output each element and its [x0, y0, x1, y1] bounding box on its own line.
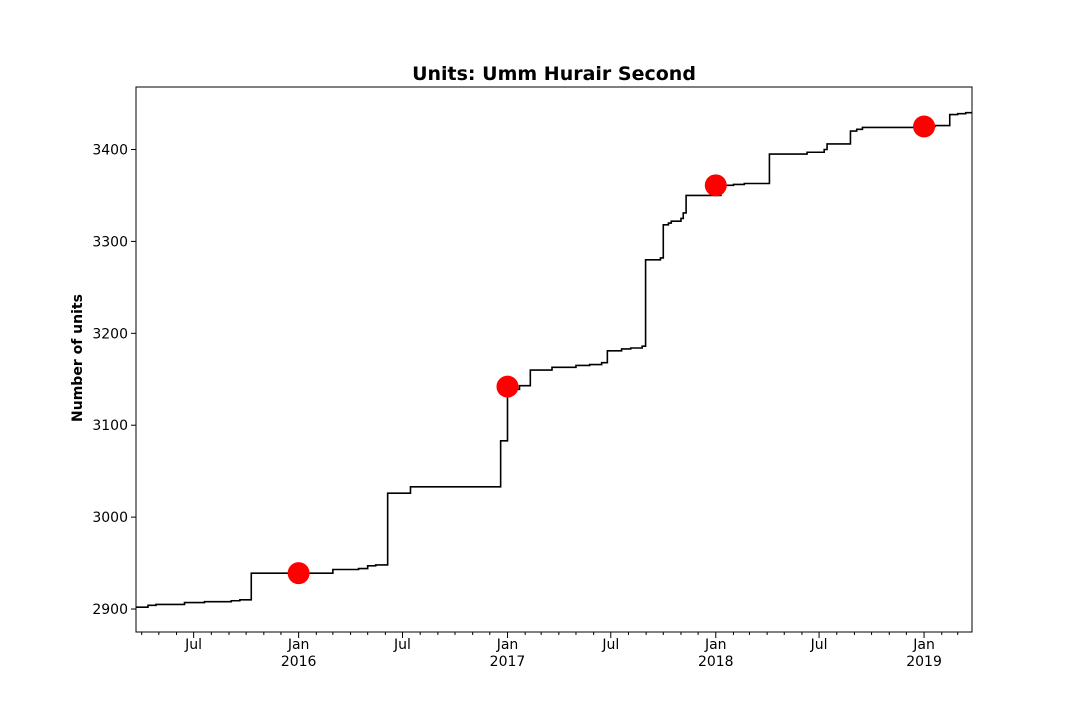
series-line-units — [136, 111, 972, 608]
x-tick-label: Jan — [287, 637, 310, 653]
y-tick-label: 3200 — [92, 326, 128, 342]
x-tick-label: Jul — [810, 637, 828, 653]
x-tick-label: Jan — [704, 637, 727, 653]
axes-frame — [135, 86, 973, 633]
data-point-marker-2 — [704, 174, 727, 197]
plot-area — [136, 111, 972, 608]
x-tick-year-label: 2017 — [490, 654, 526, 670]
x-tick-label: Jan — [912, 637, 935, 653]
y-tick-label: 3300 — [92, 234, 128, 250]
x-tick-year-label: 2019 — [906, 654, 942, 670]
x-tick-year-label: 2018 — [698, 654, 734, 670]
x-tick-year-label: 2016 — [281, 654, 317, 670]
x-tick-label: Jul — [601, 637, 619, 653]
x-tick-label: Jul — [393, 637, 411, 653]
x-tick-label: Jan — [496, 637, 519, 653]
y-axis-label: Number of units — [70, 294, 86, 422]
data-point-marker-1 — [496, 375, 519, 398]
y-tick-label: 2900 — [92, 602, 128, 618]
y-tick-label: 3000 — [92, 510, 128, 526]
y-tick-label: 3400 — [92, 142, 128, 158]
chart-title: Units: Umm Hurair Second — [412, 63, 696, 85]
x-tick-label: Jul — [184, 637, 202, 653]
y-tick-label: 3100 — [92, 418, 128, 434]
data-point-marker-0 — [287, 562, 310, 585]
data-point-marker-3 — [913, 115, 936, 138]
